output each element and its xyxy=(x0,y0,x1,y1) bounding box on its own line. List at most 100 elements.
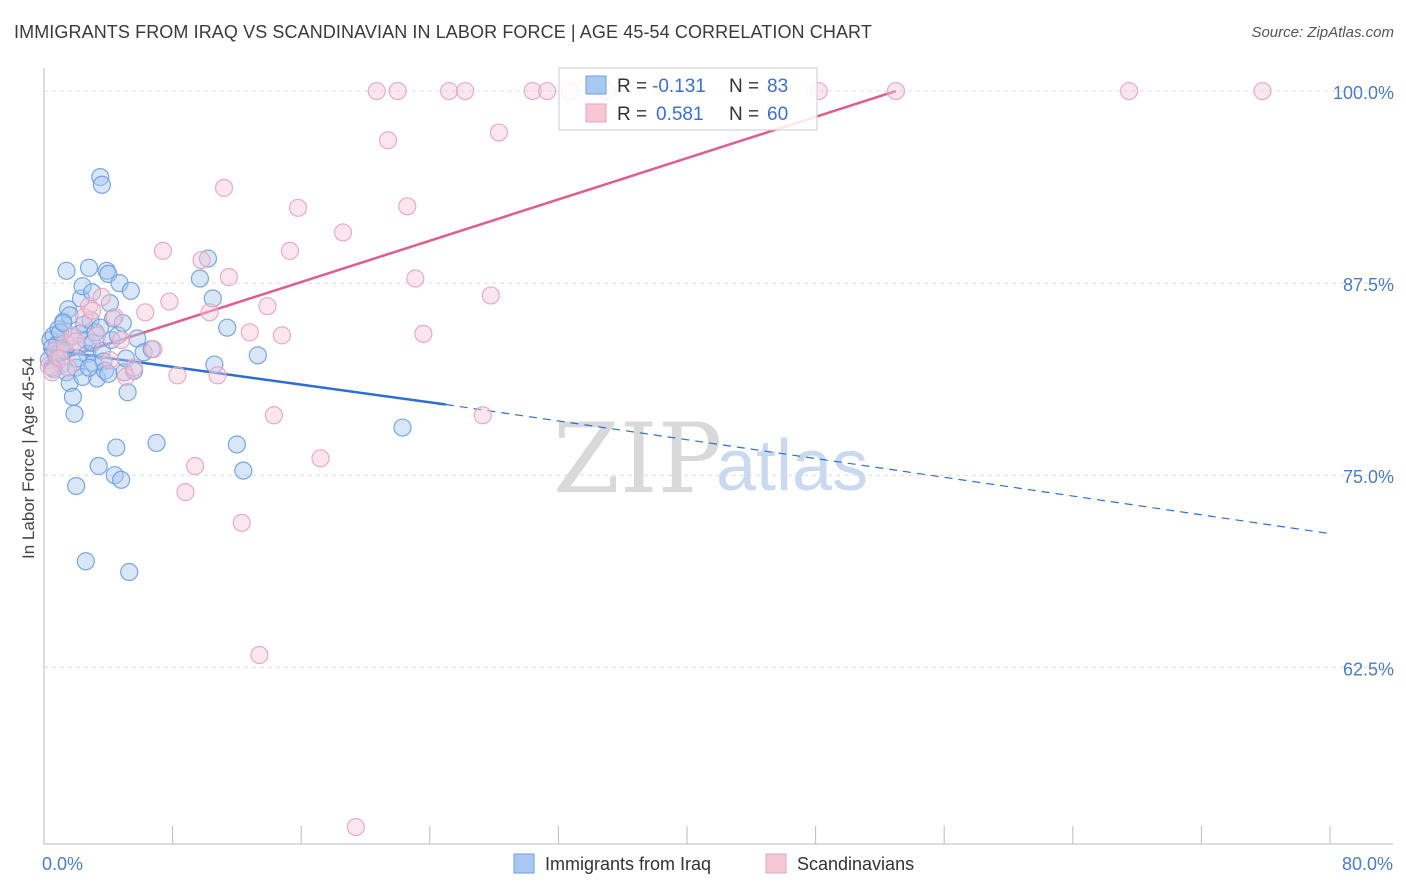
series-iraq xyxy=(39,168,412,582)
scatter-point xyxy=(208,366,227,385)
trend-line-scandinavians xyxy=(43,89,897,366)
scatter-point xyxy=(67,476,86,496)
scatter-point xyxy=(311,449,330,468)
scatter-point xyxy=(288,198,308,217)
legend-n-value-iraq: 83 xyxy=(767,76,788,97)
scatter-point xyxy=(144,340,163,359)
y-tick-label: 87.5% xyxy=(1343,275,1394,295)
scatter-point xyxy=(44,360,63,379)
legend-r-value-scandinavians: 0.581 xyxy=(656,104,704,125)
stats-legend: R = -0.131 N = 83 R = 0.581 N = 60 xyxy=(558,67,818,131)
y-tick-label: 100.0% xyxy=(1333,83,1394,103)
bottom-legend-swatch-iraq xyxy=(513,853,535,874)
scatter-point xyxy=(272,326,292,345)
scatter-point xyxy=(367,81,386,101)
scatter-point xyxy=(76,552,95,571)
trend-line-iraq-extrapolated xyxy=(445,403,1331,535)
series-scandinavians xyxy=(39,81,1272,837)
x-tick-label: 80.0% xyxy=(1342,854,1393,874)
legend-r-label-iraq: R = xyxy=(617,76,647,97)
scatter-point xyxy=(234,461,253,480)
scatter-point xyxy=(112,330,131,350)
points-layer xyxy=(39,81,1272,837)
scatter-point xyxy=(91,168,110,187)
scatter-point xyxy=(190,269,210,288)
scatter-point xyxy=(378,131,398,150)
scatter-point xyxy=(489,123,509,142)
scatter-point xyxy=(92,287,111,307)
chart-title: IMMIGRANTS FROM IRAQ VS SCANDINAVIAN IN … xyxy=(14,22,872,42)
scatter-point xyxy=(73,277,92,296)
scatter-point xyxy=(232,513,251,532)
scatter-point xyxy=(200,303,219,322)
scatter-point xyxy=(67,332,86,351)
legend-n-label-scandinavians: N = xyxy=(729,104,759,125)
bottom-legend-label-iraq: Immigrants from Iraq xyxy=(545,854,711,874)
scatter-point xyxy=(112,470,131,489)
legend-swatch-iraq xyxy=(585,75,607,95)
scatter-point xyxy=(87,326,107,345)
scatter-point xyxy=(205,355,224,374)
scatter-point xyxy=(100,350,120,370)
scatter-point xyxy=(107,438,126,457)
legend-swatch-scandinavians xyxy=(585,103,607,123)
scatter-point xyxy=(186,456,205,476)
scatter-point xyxy=(240,323,259,342)
scatter-point xyxy=(121,281,140,300)
scatter-point xyxy=(54,313,73,333)
scatter-point xyxy=(248,346,267,365)
y-tick-label: 75.0% xyxy=(1343,467,1394,487)
x-tick-label: 0.0% xyxy=(42,854,83,874)
scatter-point xyxy=(99,364,118,383)
scatter-point xyxy=(227,435,246,454)
scatter-point xyxy=(168,366,187,385)
scatter-point xyxy=(388,81,407,101)
scatter-point xyxy=(57,261,76,280)
scatter-point xyxy=(523,81,542,101)
scatter-point xyxy=(198,249,218,268)
bottom-legend-swatch-scandinavians xyxy=(765,853,787,874)
scatter-point xyxy=(214,178,234,197)
y-axis-label: In Labor Force | Age 45-54 xyxy=(19,357,38,559)
scatter-point xyxy=(97,261,116,280)
source-credit: Source: ZipAtlas.com xyxy=(1251,24,1394,41)
scatter-point xyxy=(218,318,237,337)
scatter-point xyxy=(538,81,557,101)
scatter-point xyxy=(160,292,179,311)
scatter-point xyxy=(65,404,84,423)
scatter-point xyxy=(83,283,102,302)
legend-n-value-scandinavians: 60 xyxy=(767,104,788,125)
scatter-point xyxy=(136,303,155,322)
scatter-point xyxy=(473,406,492,425)
scatter-point xyxy=(219,267,238,287)
scatter-point xyxy=(1119,81,1139,101)
scatter-point xyxy=(406,269,425,288)
scatter-point xyxy=(124,358,144,377)
scatter-point xyxy=(176,483,195,502)
scatter-point xyxy=(456,81,475,101)
scatter-point xyxy=(346,817,365,837)
scatter-point xyxy=(258,297,277,316)
scatter-point xyxy=(886,81,906,101)
scatter-point xyxy=(92,175,111,194)
scatter-point xyxy=(63,387,83,406)
scatter-point xyxy=(481,286,500,305)
scatter-point xyxy=(59,358,78,377)
scatter-point xyxy=(83,301,102,320)
scatter-point xyxy=(118,383,137,402)
scatter-point xyxy=(393,418,412,437)
scatter-point xyxy=(280,241,300,260)
scatter-point xyxy=(79,258,99,277)
scatter-point xyxy=(120,562,139,582)
scatter-point xyxy=(73,367,92,386)
legend-n-label-iraq: N = xyxy=(729,76,759,97)
scatter-point xyxy=(439,81,459,101)
legend-r-label-scandinavians: R = xyxy=(617,104,647,125)
scatter-point xyxy=(1253,81,1272,101)
scatter-point xyxy=(192,250,211,270)
grid-layer xyxy=(44,90,1393,668)
scatter-point xyxy=(264,406,283,425)
scatter-point xyxy=(153,241,173,260)
scatter-point xyxy=(333,223,353,242)
